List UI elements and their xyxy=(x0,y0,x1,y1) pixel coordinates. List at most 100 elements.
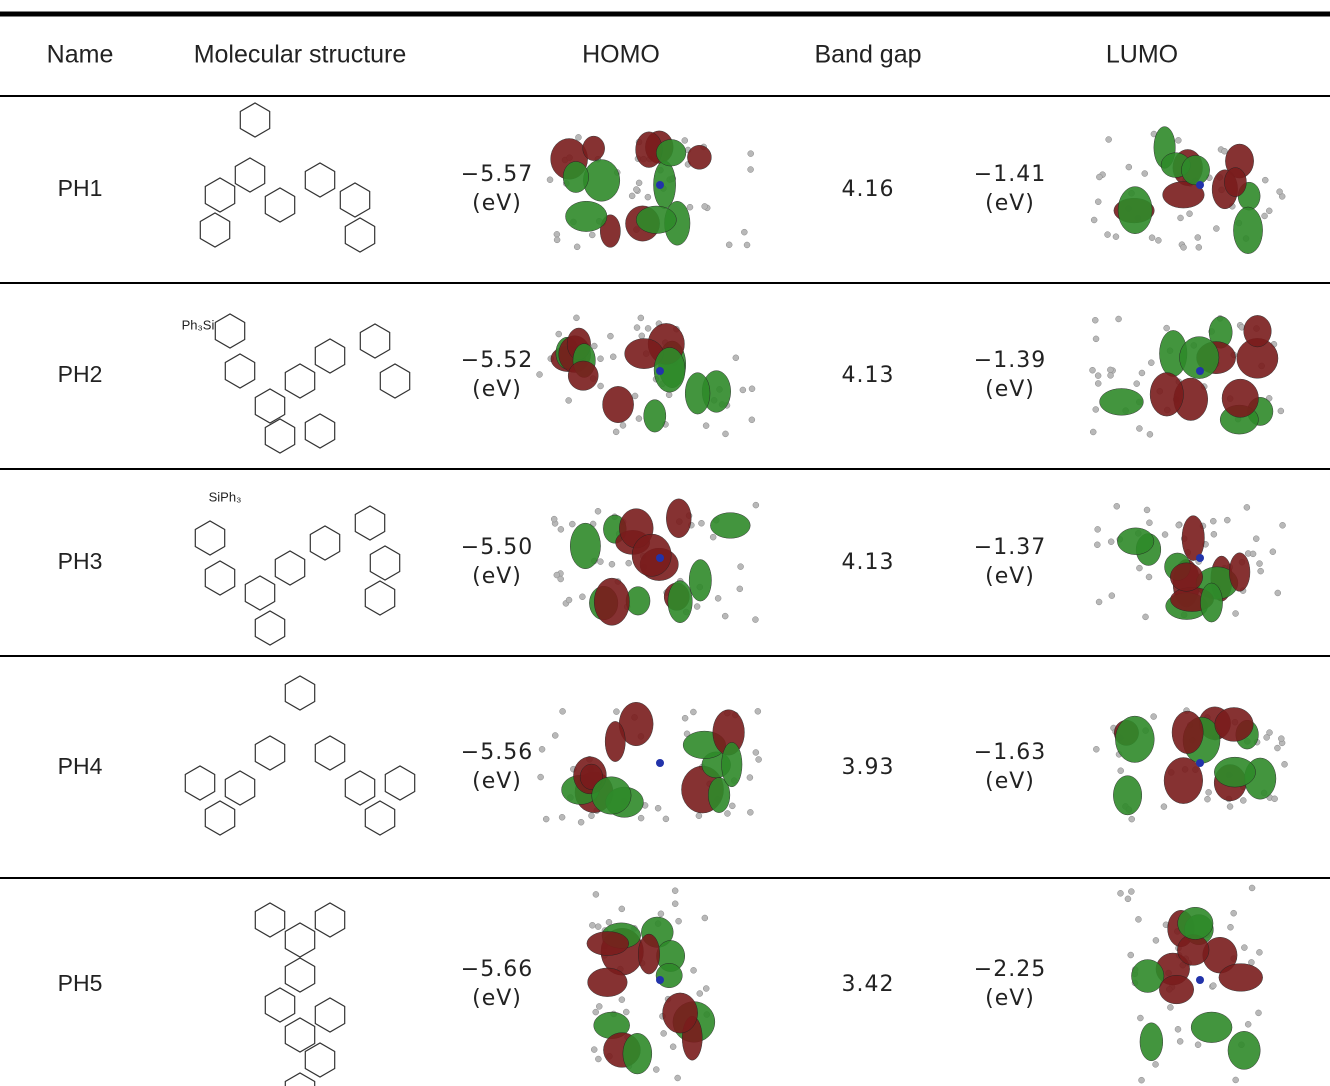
atom xyxy=(698,520,704,526)
ring xyxy=(305,163,334,197)
atom xyxy=(722,431,728,437)
atom xyxy=(1177,1038,1183,1044)
atom xyxy=(1149,235,1155,241)
ring xyxy=(315,736,344,770)
lobe xyxy=(689,560,711,602)
atom xyxy=(1231,910,1237,916)
ring xyxy=(215,314,244,348)
atom xyxy=(1245,1021,1251,1027)
homo-value: −5.66 xyxy=(461,957,533,982)
lobe xyxy=(1182,516,1204,561)
homo-value: −5.57 xyxy=(461,162,533,187)
atom xyxy=(634,325,640,331)
atom xyxy=(747,809,753,815)
atom xyxy=(1096,174,1102,180)
homo-value: −5.56 xyxy=(461,740,533,765)
atom xyxy=(593,1009,599,1015)
atom xyxy=(656,181,664,189)
atom xyxy=(1213,226,1219,232)
atom xyxy=(1266,208,1272,214)
lobe xyxy=(587,931,629,955)
lobe xyxy=(668,581,692,623)
lumo-unit: (eV) xyxy=(985,377,1035,402)
atom xyxy=(1196,181,1204,189)
atom xyxy=(729,803,735,809)
atom xyxy=(591,343,597,349)
atom xyxy=(636,180,642,186)
atom xyxy=(556,331,562,337)
atom xyxy=(666,392,672,398)
lobe xyxy=(588,968,628,997)
column-header: LUMO xyxy=(1106,41,1178,69)
lobe xyxy=(605,721,625,761)
ring xyxy=(315,998,344,1032)
atom xyxy=(1256,1010,1262,1016)
name-cell: PH2 xyxy=(58,361,103,387)
ring xyxy=(240,103,269,137)
ring xyxy=(305,1043,334,1077)
atom xyxy=(558,526,564,532)
atom xyxy=(1108,372,1114,378)
lumo-unit: (eV) xyxy=(985,986,1035,1011)
atom xyxy=(733,355,739,361)
lobe xyxy=(710,513,750,539)
molecular-structure xyxy=(255,903,344,1086)
atom xyxy=(1204,796,1210,802)
atom xyxy=(682,715,688,721)
atom xyxy=(613,429,619,435)
atom xyxy=(741,229,747,235)
atom xyxy=(1227,804,1233,810)
atom xyxy=(1128,952,1134,958)
lumo-unit: (eV) xyxy=(985,564,1035,589)
atom xyxy=(703,423,709,429)
atom xyxy=(606,919,612,925)
atom xyxy=(1107,367,1113,373)
ring xyxy=(255,736,284,770)
table-figure: NameMolecular structureHOMOBand gapLUMOP… xyxy=(0,0,1330,1086)
atom xyxy=(539,746,545,752)
band-gap: 4.16 xyxy=(842,177,895,202)
atom xyxy=(1144,507,1150,513)
orbital-image xyxy=(551,499,759,626)
atom xyxy=(538,774,544,780)
atom xyxy=(554,231,560,237)
atom xyxy=(1126,164,1132,170)
lobe xyxy=(570,523,600,569)
atom xyxy=(1136,565,1142,571)
atom xyxy=(1282,761,1288,767)
atom xyxy=(1095,526,1101,532)
atom xyxy=(639,333,645,339)
atom xyxy=(1196,759,1204,767)
atom xyxy=(1092,317,1098,323)
lobe xyxy=(656,139,686,166)
atom xyxy=(675,1075,681,1081)
lobe xyxy=(1181,155,1209,185)
ring xyxy=(265,988,294,1022)
atom xyxy=(597,559,603,565)
lobe xyxy=(644,400,666,432)
atom xyxy=(1151,714,1157,720)
name-cell: PH1 xyxy=(58,175,103,201)
atom xyxy=(658,911,664,917)
atom xyxy=(1094,542,1100,548)
atom xyxy=(593,891,599,897)
column-header: HOMO xyxy=(582,41,660,69)
atom xyxy=(687,204,693,210)
ring xyxy=(225,354,254,388)
lumo-unit: (eV) xyxy=(985,769,1035,794)
atom xyxy=(1227,924,1233,930)
ring xyxy=(355,506,384,540)
atom xyxy=(1277,189,1283,195)
lumo-value: −1.39 xyxy=(974,348,1046,373)
ring xyxy=(245,576,274,610)
atom xyxy=(682,137,688,143)
atom xyxy=(710,534,716,540)
atom xyxy=(753,502,759,508)
atom xyxy=(1275,590,1281,596)
atom xyxy=(559,814,565,820)
atom xyxy=(595,508,601,514)
atom xyxy=(578,819,584,825)
atom xyxy=(1108,539,1114,545)
atom xyxy=(656,367,664,375)
atom xyxy=(543,816,549,822)
